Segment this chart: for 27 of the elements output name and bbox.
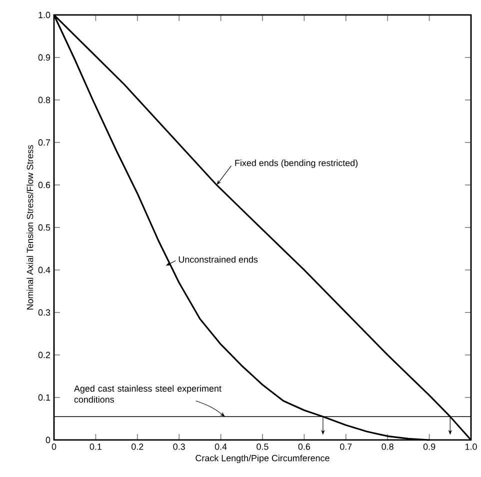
x-tick-label: 0.5 (256, 444, 268, 450)
y-axis-title: Nominal Axial Tension Stress/Flow Stress (26, 145, 34, 310)
y-tick-label: 0.5 (38, 224, 50, 231)
ref-line-label: Aged cast stainless steel experiment conditions (74, 385, 222, 403)
y-tick-label: 0.9 (38, 54, 50, 61)
x-tick-label: 0.9 (423, 444, 436, 450)
x-tick-label: 0 (52, 444, 56, 450)
x-axis-title: Crack Length/Pipe Circumference (196, 454, 330, 464)
x-tick-label: 0.1 (90, 444, 102, 450)
y-tick-label: 0.4 (38, 266, 50, 274)
y-tick-label: 0.7 (38, 139, 50, 146)
x-tick-label: 0.6 (298, 444, 310, 450)
y-tick-label: 0.2 (38, 352, 50, 358)
x-tick-label: 0.8 (382, 444, 394, 450)
y-tick-label: 0.3 (38, 309, 50, 316)
y-tick-label: 1.0 (38, 12, 50, 18)
x-tick-label: 0.4 (214, 444, 227, 450)
y-tick-label: 0 (46, 436, 50, 444)
y-tick-label: 0.1 (38, 394, 50, 401)
x-tick-label: 0.7 (340, 444, 352, 450)
text: Fixed ends (bending restricted) (235, 160, 358, 168)
x-tick-label: 1.0 (465, 444, 477, 450)
y-tick-label: 0.8 (38, 96, 50, 104)
legend-label: Unconstrained ends (178, 256, 258, 263)
x-tick-label: 0.2 (132, 444, 144, 450)
y-tick-label: 0.6 (38, 182, 50, 188)
x-tick-label: 0.3 (173, 444, 185, 450)
